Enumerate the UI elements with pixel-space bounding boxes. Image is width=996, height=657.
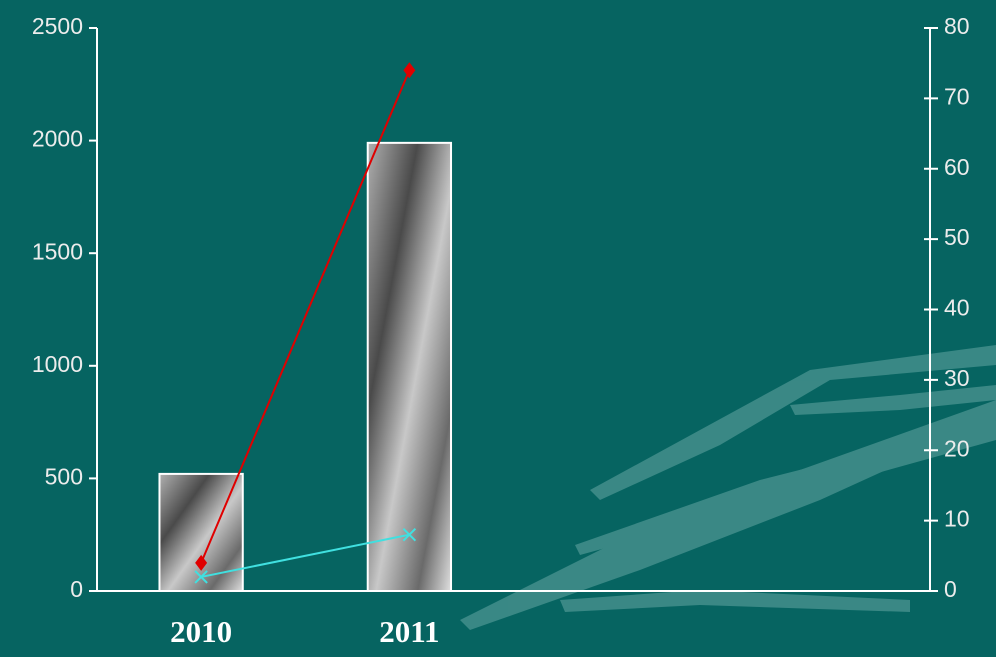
y2-tick-label: 50 — [944, 224, 970, 250]
y2-tick-label: 20 — [944, 435, 970, 461]
y-tick-label: 1000 — [32, 351, 83, 377]
y-tick-label: 1500 — [32, 238, 83, 264]
y-tick-label: 0 — [70, 576, 83, 602]
y2-tick-label: 30 — [944, 365, 970, 391]
y-tick-label: 2500 — [32, 13, 83, 39]
y2-tick-label: 40 — [944, 295, 970, 321]
y2-tick-label: 0 — [944, 576, 957, 602]
y-tick-label: 2000 — [32, 126, 83, 152]
y2-tick-label: 70 — [944, 83, 970, 109]
y2-tick-label: 80 — [944, 13, 970, 39]
y-tick-label: 500 — [45, 463, 83, 489]
chart: 0 500 1000 1500 2000 2500 0 10 20 30 40 50 60 70 80 201… — [0, 0, 996, 657]
y2-tick-label: 10 — [944, 506, 970, 532]
background — [0, 0, 996, 657]
bar — [368, 143, 451, 591]
y2-tick-label: 60 — [944, 154, 970, 180]
x-tick-label: 2010 — [170, 614, 232, 649]
x-tick-label: 2011 — [379, 614, 439, 649]
page: 0 500 1000 1500 2000 2500 0 10 20 30 40 50 60 70 80 201… — [0, 0, 996, 657]
